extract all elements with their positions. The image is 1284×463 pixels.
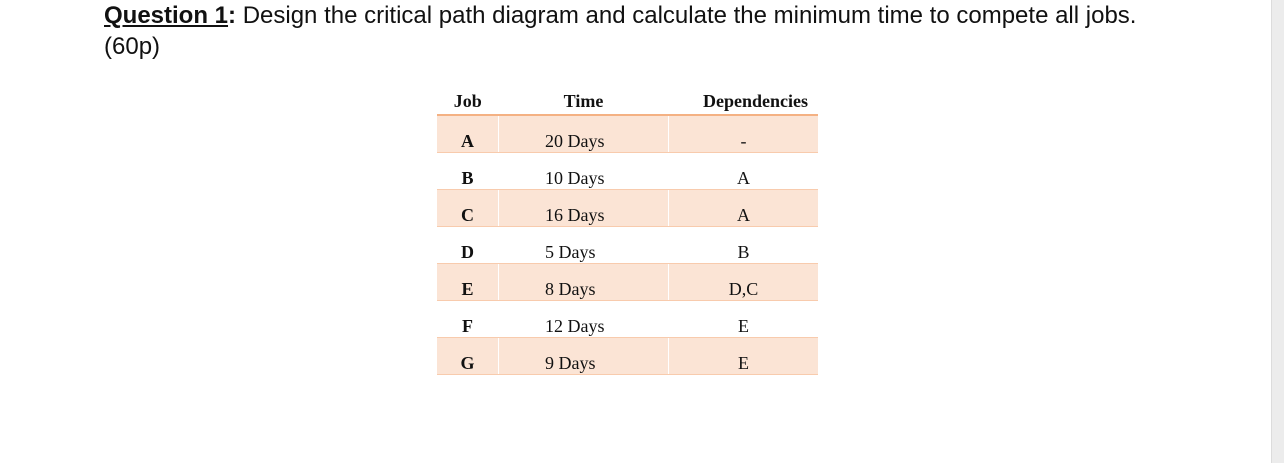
table-cell: 16 Days bbox=[498, 189, 669, 227]
table-cell: 12 Days bbox=[498, 300, 669, 338]
table-cell: 10 Days bbox=[498, 152, 669, 190]
table-cell: E bbox=[437, 263, 499, 301]
table-cell: A bbox=[437, 115, 499, 153]
table-row: F 12 Days E bbox=[437, 300, 818, 338]
table-cell: B bbox=[668, 226, 818, 264]
table-cell: E bbox=[668, 337, 818, 375]
table-cell: E bbox=[668, 300, 818, 338]
question: Question 1: Design the critical path dia… bbox=[104, 0, 1164, 62]
header-cell: Time bbox=[498, 89, 669, 116]
question-label: Question 1 bbox=[104, 2, 229, 29]
table-cell: 9 Days bbox=[498, 337, 669, 375]
table-cell: B bbox=[437, 152, 499, 190]
table-cell: 5 Days bbox=[498, 226, 669, 264]
header-cell: Job bbox=[437, 89, 499, 116]
table-cell: 8 Days bbox=[498, 263, 669, 301]
table-cell: C bbox=[437, 189, 499, 227]
table-cell: F bbox=[437, 300, 499, 338]
table-cell: - bbox=[668, 115, 818, 153]
header-row: Job Time Dependencies bbox=[437, 89, 818, 116]
table-cell: A bbox=[668, 152, 818, 190]
table-row: B 10 Days A bbox=[437, 152, 818, 190]
question-text: Design the critical path diagram and cal… bbox=[104, 2, 1137, 60]
table-cell: A bbox=[668, 189, 818, 227]
jobs-table: Job Time Dependencies A 20 Days - B 10 Days A C 1… bbox=[437, 89, 818, 375]
table-cell: D bbox=[437, 226, 499, 264]
table-row: A 20 Days - bbox=[437, 115, 818, 153]
scrollbar[interactable] bbox=[1271, 0, 1284, 463]
table-cell: G bbox=[437, 337, 499, 375]
table-cell: 20 Days bbox=[498, 115, 669, 153]
question-separator: : bbox=[228, 2, 237, 29]
header-cell: Dependencies bbox=[668, 89, 818, 116]
table-cell: D,C bbox=[668, 263, 818, 301]
table-row: C 16 Days A bbox=[437, 189, 818, 227]
